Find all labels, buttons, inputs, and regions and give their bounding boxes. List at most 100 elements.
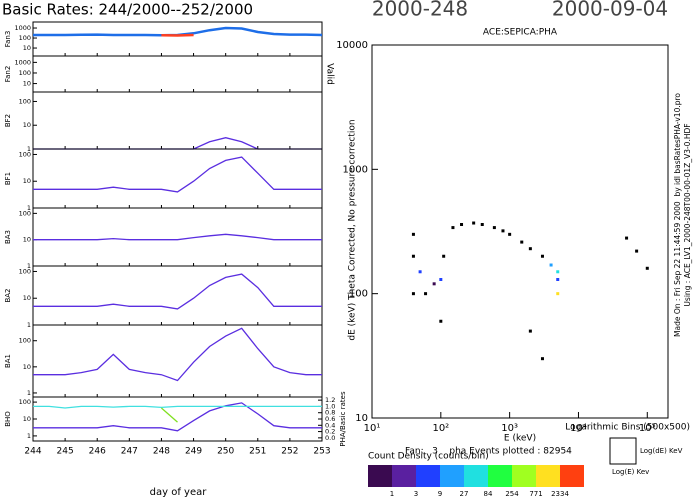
point <box>528 329 532 333</box>
color-swatch <box>488 465 512 487</box>
x-tick-label: 246 <box>89 447 106 457</box>
y-tick-label: 10 <box>23 415 31 423</box>
colorbar-tick-label: 2334 <box>551 490 569 498</box>
colorbar-note: Logarithmic Bins (500x500) <box>565 423 690 433</box>
y-tick-label: 100 <box>19 150 31 158</box>
key-box <box>609 437 637 465</box>
y-tick-label: 100 <box>19 267 31 275</box>
colorbar-title: Count Density (counts/bin) <box>368 452 489 462</box>
y-tick-label: 10 <box>23 177 31 185</box>
y2-tick-label: 0.8 <box>325 409 335 417</box>
panel-label: BF2 <box>4 114 12 127</box>
point <box>501 229 505 233</box>
y-axis-label: dE (keV) Theta Corrected, No pressure co… <box>348 119 358 340</box>
color-swatch <box>368 465 392 487</box>
panel-label: Fan3 <box>4 31 12 48</box>
color-swatch <box>512 465 536 487</box>
y2-tick-label: 1.2 <box>325 396 335 404</box>
colorbar-tick-label: 9 <box>438 490 442 498</box>
point <box>528 247 532 251</box>
point <box>625 236 629 240</box>
y-tick-label: 1 <box>27 321 31 329</box>
point <box>460 222 464 226</box>
color-swatch <box>464 465 488 487</box>
point <box>432 282 436 286</box>
y2-tick-label: 0.2 <box>325 428 335 436</box>
series-line <box>33 405 322 409</box>
colorbar-tick-label: 84 <box>484 490 493 498</box>
y-tick-label: 100 <box>19 97 31 105</box>
left-title: Basic Rates: 244/2000--252/2000 <box>2 1 253 19</box>
y-tick-label: 10 <box>23 80 31 88</box>
point <box>480 222 484 226</box>
y-tick-label: 100 <box>349 289 368 300</box>
colorbar-tick-label: 27 <box>460 490 469 498</box>
series-line <box>33 273 322 310</box>
y-tick-label: 1000 <box>14 58 31 66</box>
colorbar-tick-label: 3 <box>414 490 418 498</box>
color-swatch <box>560 465 584 487</box>
series-line <box>33 156 322 193</box>
x-tick-label: 250 <box>217 447 234 457</box>
x-tick-label: 10⁵ <box>639 423 656 434</box>
color-swatch <box>392 465 416 487</box>
header-right: 2000-09-04 <box>552 0 668 21</box>
point <box>645 266 649 270</box>
colorbar-tick-label: 1 <box>390 490 394 498</box>
point <box>549 263 553 267</box>
y-tick-label: 100 <box>19 69 31 77</box>
panel-label: BA2 <box>4 288 12 302</box>
x-tick-label: 253 <box>313 447 330 457</box>
point <box>492 226 496 230</box>
series-line <box>33 327 322 382</box>
y2-tick-label: 1.0 <box>325 402 335 410</box>
color-swatch <box>536 465 560 487</box>
plot-title: ACE:SEPICA:PHA <box>483 28 558 38</box>
colorbar-tick-label: 771 <box>529 490 542 498</box>
y-tick-label: 100 <box>19 337 31 345</box>
x-tick-label: 251 <box>249 447 266 457</box>
x-tick-label: 10³ <box>501 423 518 434</box>
y-tick-label: 1000 <box>343 164 368 175</box>
point <box>540 254 544 258</box>
colorbar-tick-label: 254 <box>505 490 519 498</box>
point <box>418 270 422 274</box>
y-tick-label: 10 <box>23 121 31 129</box>
x-tick-label: 252 <box>281 447 298 457</box>
y-tick-label: 1 <box>27 204 31 212</box>
x-tick-label: 10¹ <box>364 423 381 434</box>
y-tick-label: 100 <box>19 209 31 217</box>
point <box>472 221 476 225</box>
point <box>411 254 415 258</box>
y-tick-label: 1 <box>27 262 31 270</box>
point <box>424 292 428 296</box>
point <box>508 232 512 236</box>
y-tick-label: 100 <box>19 398 31 406</box>
side-note: Made On : Fri Sep 22 11:44:59 2000 by id… <box>673 93 682 337</box>
point <box>442 254 446 258</box>
x-tick-label: 244 <box>24 447 41 457</box>
series-line <box>161 33 194 37</box>
panel-label: BF1 <box>4 172 12 185</box>
y-tick-label: 10 <box>23 44 31 52</box>
series-line <box>33 402 322 432</box>
x-axis-label: E (keV) <box>504 434 536 444</box>
y-tick-label: 100 <box>19 34 31 42</box>
panel-label: BA3 <box>4 230 12 244</box>
side-note: Using : ACE_LV1_2000-248T00-00-01Z_V3-0.… <box>683 123 692 306</box>
y-tick-label: 10 <box>355 413 368 424</box>
x-tick-label: 248 <box>153 447 170 457</box>
point <box>556 277 560 281</box>
point <box>411 292 415 296</box>
y-tick-label: 1 <box>27 432 31 440</box>
x-tick-label: 10² <box>432 423 449 434</box>
key-x: Log(E) Kev <box>612 468 649 476</box>
x-tick-label: 245 <box>57 447 74 457</box>
y2-tick-label: 0.0 <box>325 434 335 442</box>
x-axis-label: day of year <box>150 487 208 498</box>
series-line <box>33 233 322 241</box>
header-left: 2000-248 <box>372 0 468 21</box>
y-tick-label: 10 <box>23 294 31 302</box>
x-tick-label: 249 <box>185 447 202 457</box>
